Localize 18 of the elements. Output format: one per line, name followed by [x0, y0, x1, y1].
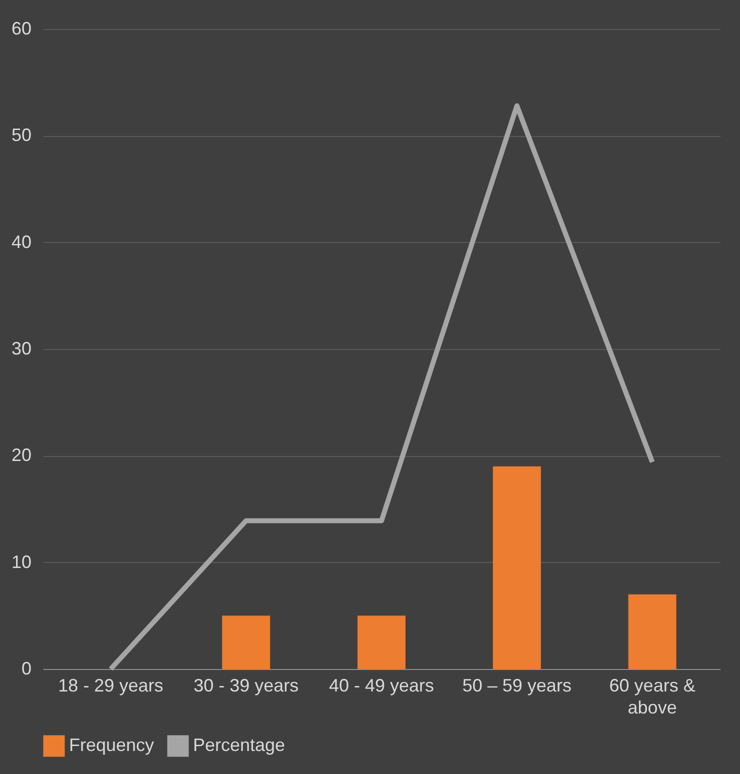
x-tick-label: 50 – 59 years	[462, 676, 572, 696]
y-tick-label: 60	[11, 18, 32, 38]
bar	[492, 466, 541, 669]
legend-label: Frequency	[69, 735, 154, 755]
bar	[358, 616, 406, 669]
y-tick-label: 50	[11, 125, 32, 146]
y-tick-label: 40	[11, 232, 32, 252]
y-tick-label: 10	[11, 552, 32, 572]
x-tick-label: 30 - 39 years	[194, 676, 299, 696]
legend-label: Percentage	[193, 735, 286, 755]
y-tick-label: 20	[11, 445, 32, 466]
bar	[628, 594, 676, 669]
x-tick-label: 40 - 49 years	[328, 676, 434, 696]
y-tick-label: 0	[21, 658, 32, 678]
x-tick-label: 18 - 29 years	[58, 676, 164, 696]
y-tick-label: 30	[11, 338, 32, 358]
x-tick-label: 60 years & above	[609, 676, 696, 718]
bar	[222, 616, 270, 669]
